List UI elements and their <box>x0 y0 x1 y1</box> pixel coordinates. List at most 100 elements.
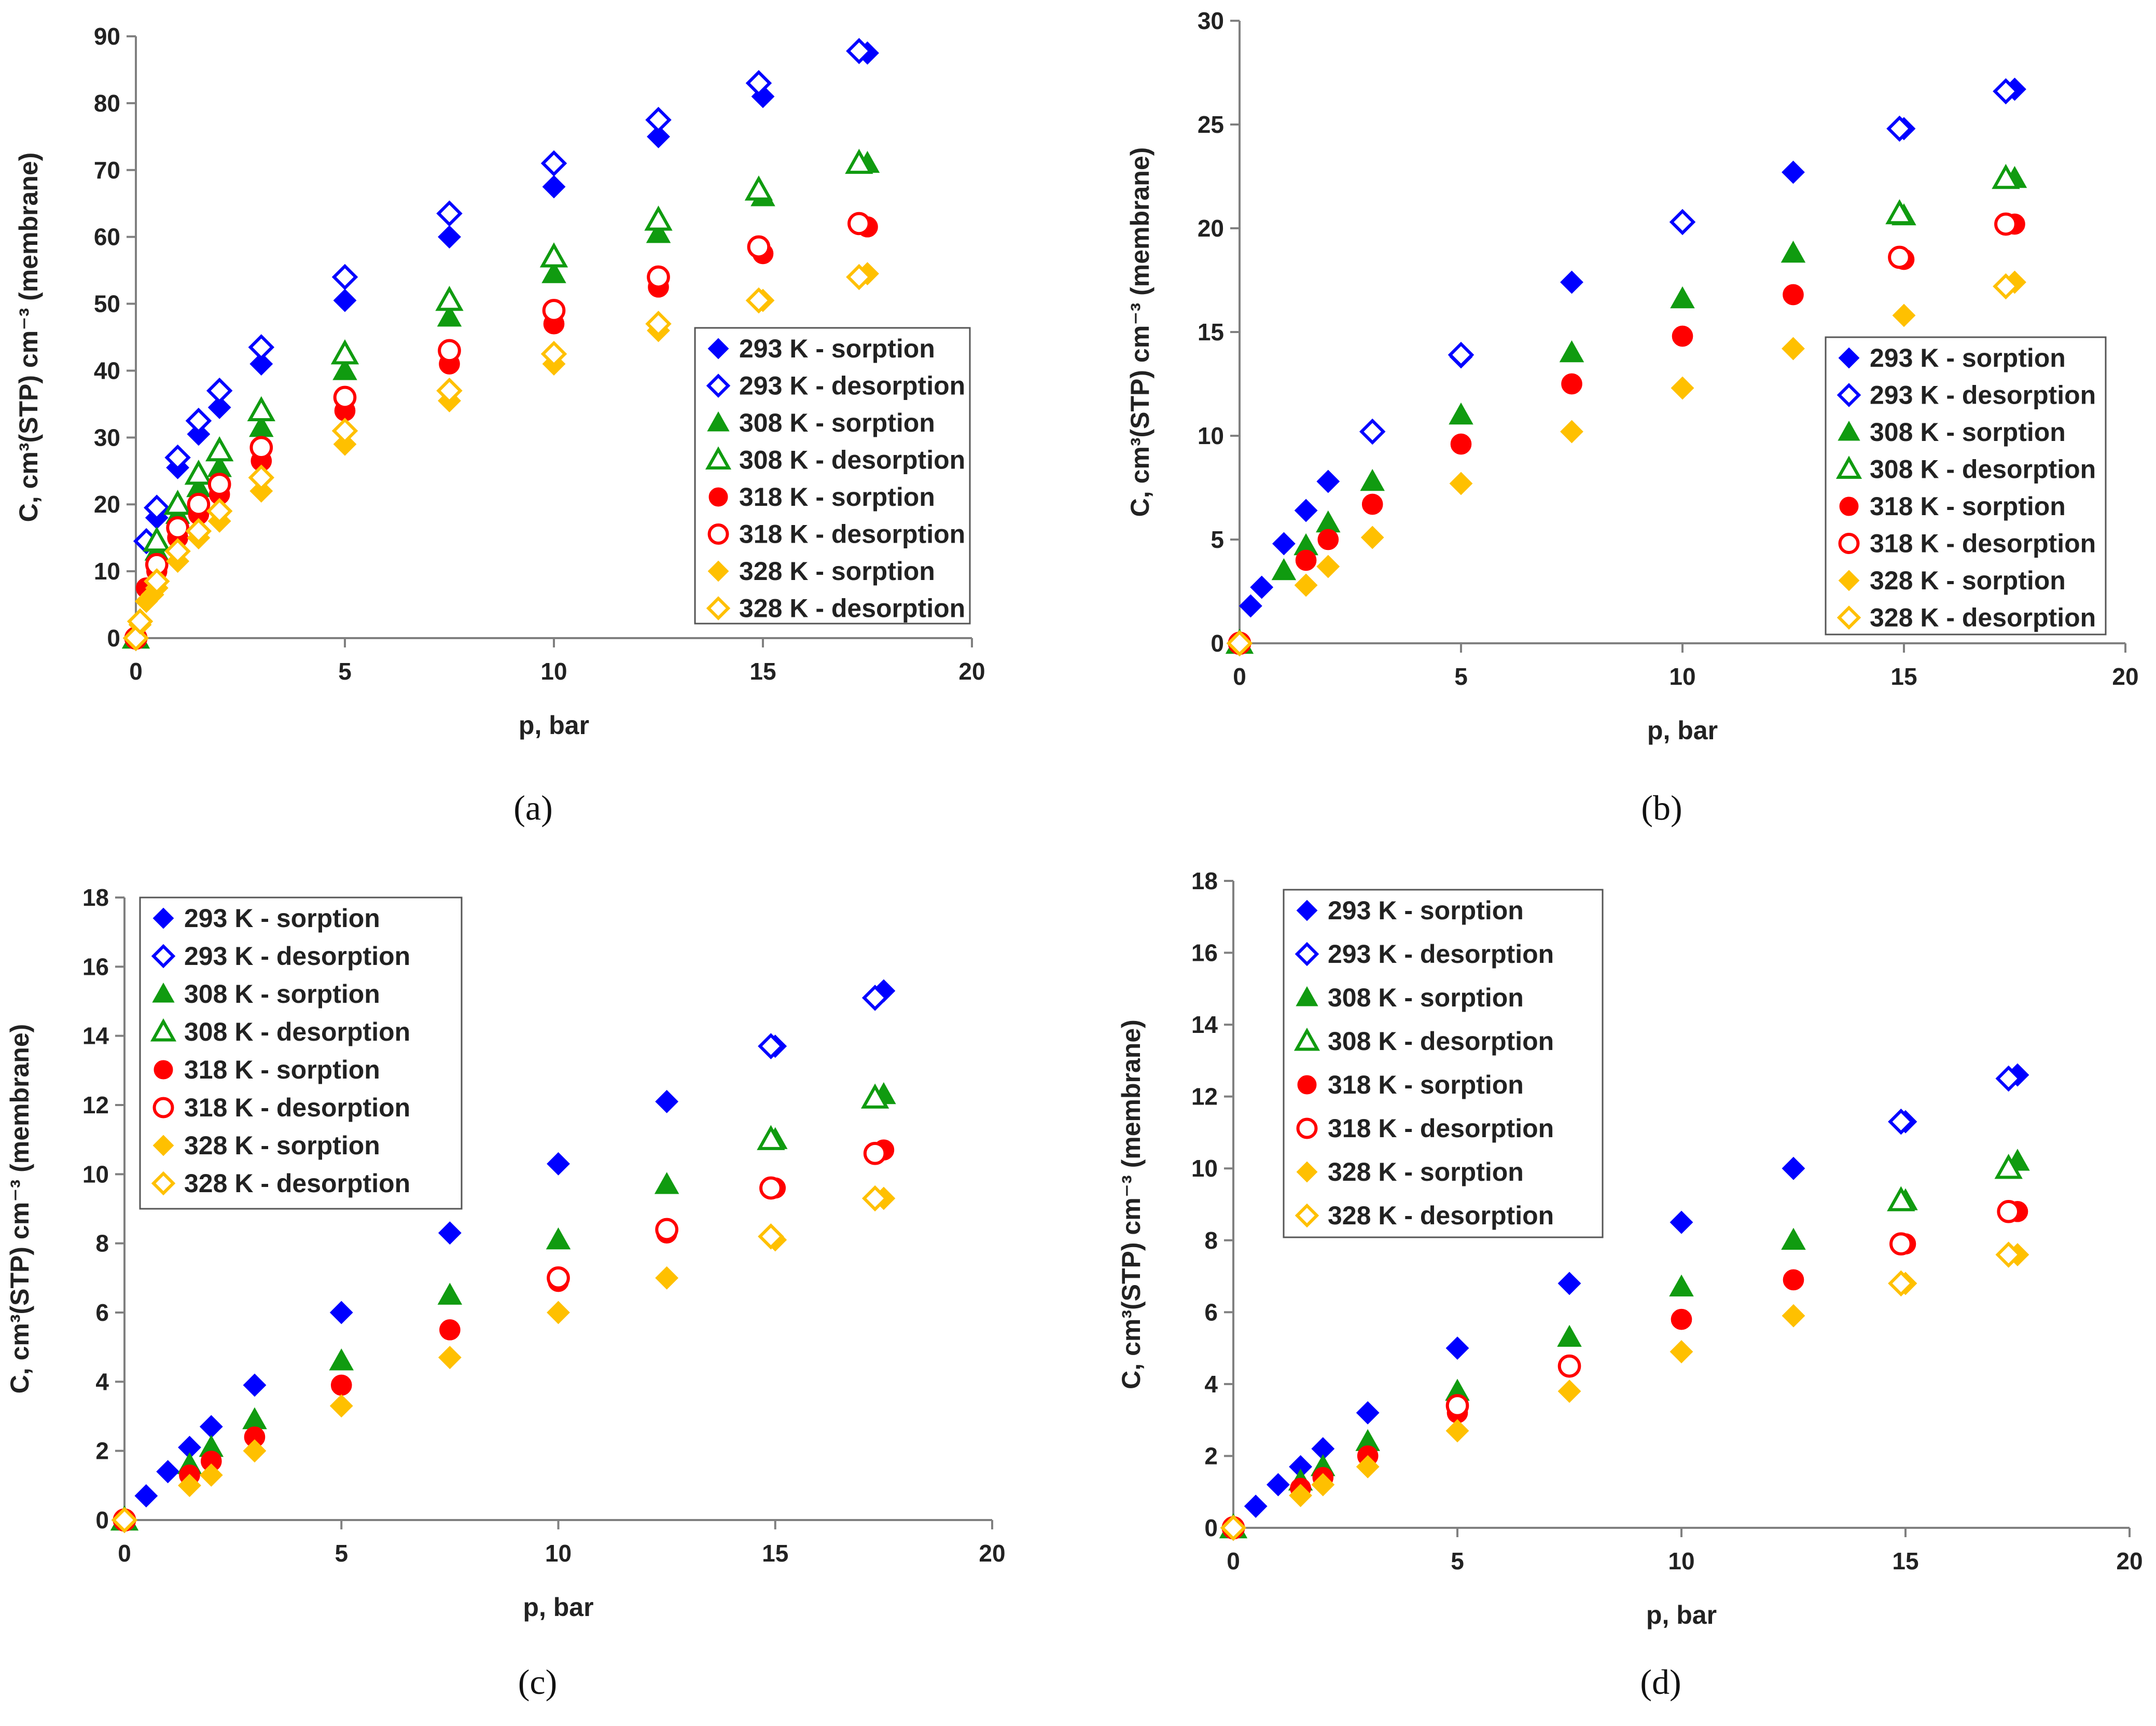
legend-marker <box>1838 421 1860 441</box>
y-tick-label: 0 <box>107 625 120 652</box>
legend-marker <box>1837 383 1861 407</box>
data-point <box>134 1484 158 1508</box>
panel-label: (c) <box>518 1662 557 1702</box>
y-tick-label: 70 <box>94 157 120 184</box>
data-point <box>1557 1272 1581 1295</box>
data-point <box>861 1185 888 1212</box>
y-tick-label: 16 <box>1191 940 1218 966</box>
data-point <box>437 305 462 327</box>
y-tick-label: 4 <box>1204 1371 1218 1398</box>
y-tick-label: 4 <box>95 1368 109 1395</box>
y-tick-label: 6 <box>95 1299 109 1326</box>
data-point <box>1669 1274 1694 1297</box>
data-point <box>863 1142 887 1165</box>
y-tick-label: 14 <box>1191 1011 1218 1038</box>
data-point <box>847 212 871 236</box>
legend-label: 318 K - desorption <box>184 1093 410 1122</box>
data-point <box>1560 270 1583 294</box>
panel-d: 0 2 4 6 8 10 12 14 16 18 0 5 10 15 20 p, bar C, cm³(STP)… <box>1117 867 2143 1702</box>
data-point <box>248 464 275 491</box>
data-point <box>242 1407 267 1429</box>
legend-marker <box>150 1018 177 1042</box>
data-point <box>845 148 873 174</box>
panel-label: (b) <box>1641 788 1682 827</box>
data-point <box>1670 1210 1693 1234</box>
x-tick-label: 15 <box>1890 663 1917 690</box>
legend-label: 328 K - desorption <box>1328 1201 1554 1230</box>
data-point <box>1449 402 1473 425</box>
data-point <box>1886 115 1913 142</box>
data-point <box>144 568 170 595</box>
legend-marker <box>1296 1161 1318 1183</box>
data-point <box>199 1415 223 1439</box>
x-tick-label: 5 <box>338 658 352 685</box>
legend-label: 308 K - sorption <box>1328 983 1524 1012</box>
y-axis-title: C, cm³(STP) cm⁻³ (membrane) <box>5 1024 34 1394</box>
data-point <box>439 1319 461 1341</box>
y-tick-label: 14 <box>82 1023 109 1050</box>
data-point <box>329 1394 353 1418</box>
panel-a: 0 10 20 30 40 50 60 70 80 90 0 5 10 15 20 p, bar C, cm³(… <box>14 23 985 827</box>
data-point <box>1445 1336 1469 1360</box>
x-tick-label: 15 <box>762 1540 788 1567</box>
data-point <box>1294 573 1318 597</box>
data-point <box>1289 1484 1313 1508</box>
data-point <box>540 340 567 367</box>
legend: 293 K - sorption 293 K - desorption 308 K … <box>694 327 971 625</box>
legend-label: 293 K - sorption <box>1870 343 2066 372</box>
data-point <box>744 175 773 201</box>
data-point <box>164 538 191 564</box>
data-point <box>438 1221 462 1245</box>
x-tick-label: 15 <box>749 658 776 685</box>
data-point <box>647 265 670 289</box>
data-point <box>1250 575 1274 599</box>
y-tick-label: 40 <box>94 357 120 384</box>
data-point <box>1781 1227 1806 1250</box>
legend: 293 K - sorption 293 K - desorption 308 K … <box>1825 336 2107 636</box>
data-point <box>1360 526 1384 549</box>
legend-label: 328 K - sorption <box>1870 566 2066 595</box>
legend-marker <box>151 1171 176 1196</box>
data-point <box>846 264 872 291</box>
y-axis-title: C, cm³(STP) cm⁻³ (membrane) <box>1117 1019 1146 1389</box>
data-point <box>143 526 171 552</box>
legend-marker <box>1297 1075 1317 1095</box>
y-tick-label: 2 <box>1204 1442 1218 1469</box>
y-axis-title: C, cm³(STP) cm⁻³ (membrane) <box>14 153 43 522</box>
legend-label: 318 K - sorption <box>1328 1070 1524 1099</box>
panel-b: 0 5 10 15 20 25 30 0 5 10 15 20 p, bar C, cm³(STP) cm… <box>1125 7 2139 827</box>
series-318-k-desorption <box>1221 1200 2021 1540</box>
x-tick-label: 10 <box>540 658 567 685</box>
data-point <box>1557 1379 1581 1403</box>
data-point <box>1672 325 1693 347</box>
x-axis-title: p, bar <box>1647 716 1718 745</box>
data-point <box>437 1282 463 1305</box>
data-point <box>329 1348 354 1371</box>
x-tick-label: 0 <box>118 1540 131 1567</box>
legend: 293 K - sorption 293 K - desorption 308 K … <box>1283 889 1604 1238</box>
x-tick-label: 0 <box>1227 1548 1240 1575</box>
legend-label: 293 K - desorption <box>1328 940 1554 969</box>
data-point <box>1992 163 2020 189</box>
data-point <box>1670 1340 1693 1363</box>
legend-marker <box>706 374 731 398</box>
legend-label: 293 K - sorption <box>1328 896 1524 925</box>
legend-label: 308 K - desorption <box>739 446 965 475</box>
data-point <box>205 436 234 462</box>
data-point <box>1266 1473 1290 1497</box>
x-tick-label: 5 <box>335 1540 348 1567</box>
legend-marker <box>1295 1203 1319 1228</box>
y-tick-label: 10 <box>94 558 120 585</box>
legend-box <box>1283 889 1604 1238</box>
data-point <box>249 436 273 459</box>
data-point <box>1356 1455 1380 1479</box>
data-point <box>1885 199 1914 225</box>
data-point <box>1782 160 1805 184</box>
data-point <box>1993 273 2019 300</box>
legend-label: 293 K - sorption <box>184 904 380 933</box>
data-point <box>1360 468 1385 491</box>
data-point <box>243 1373 267 1397</box>
legend-marker <box>1296 986 1318 1006</box>
legend-box <box>139 896 463 1210</box>
x-tick-label: 0 <box>129 658 143 685</box>
